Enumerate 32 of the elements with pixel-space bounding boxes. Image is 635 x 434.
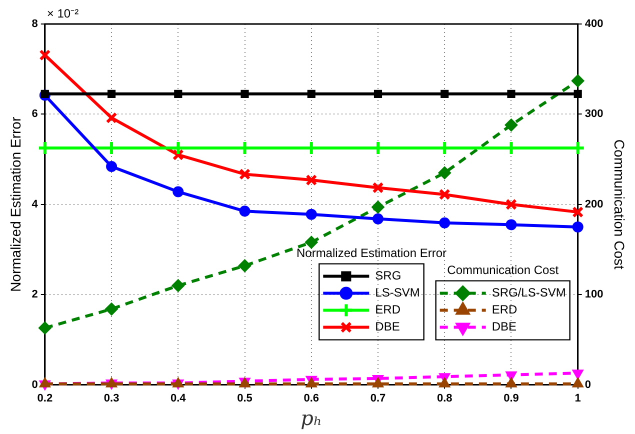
legend-label: ERD: [375, 302, 401, 317]
annotation: Communication Cost: [447, 263, 560, 278]
y-tick-label: 6: [32, 108, 38, 120]
x-tick-label: 0.3: [104, 392, 120, 404]
y2-tick-label: 200: [584, 198, 604, 210]
legend-title: Normalized Estimation Error: [296, 246, 447, 260]
x-axis-title: pₕ: [300, 406, 322, 430]
y-tick-label: 0: [32, 378, 38, 391]
y2-axis-title: Communication Cost: [612, 139, 628, 270]
y2-tick-label: 400: [584, 18, 604, 30]
x-tick-label: 0.5: [237, 392, 252, 404]
x-tick-label: 1: [574, 392, 581, 404]
y2-tick-label: 0: [584, 378, 591, 391]
y2-tick-label: 100: [584, 288, 604, 301]
y-tick-label: 2: [32, 288, 38, 301]
legend-label: SRG: [375, 268, 402, 283]
legend-label: ERD: [492, 302, 518, 317]
x-tick-label: 0.8: [436, 392, 452, 404]
x-tick-label: 0.9: [504, 392, 519, 404]
x-tick-label: 0.4: [170, 392, 187, 404]
y-axis-title: Normalized Estimation Error: [7, 116, 24, 292]
legend-label: DBE: [375, 320, 400, 334]
x-tick-label: 0.7: [370, 392, 386, 404]
y2-tick-label: 300: [584, 108, 604, 120]
text: × 10⁻²: [46, 6, 79, 20]
legend-label: SRG/LS-SVM: [492, 286, 566, 300]
x-tick-label: 0.6: [304, 392, 320, 404]
x-tick-label: 0.2: [37, 392, 53, 404]
legend-label: DBE: [492, 320, 517, 334]
y-tick-label: 4: [32, 198, 39, 210]
y-tick-label: 8: [32, 18, 38, 30]
legend-label: LS-SVM: [375, 286, 420, 300]
